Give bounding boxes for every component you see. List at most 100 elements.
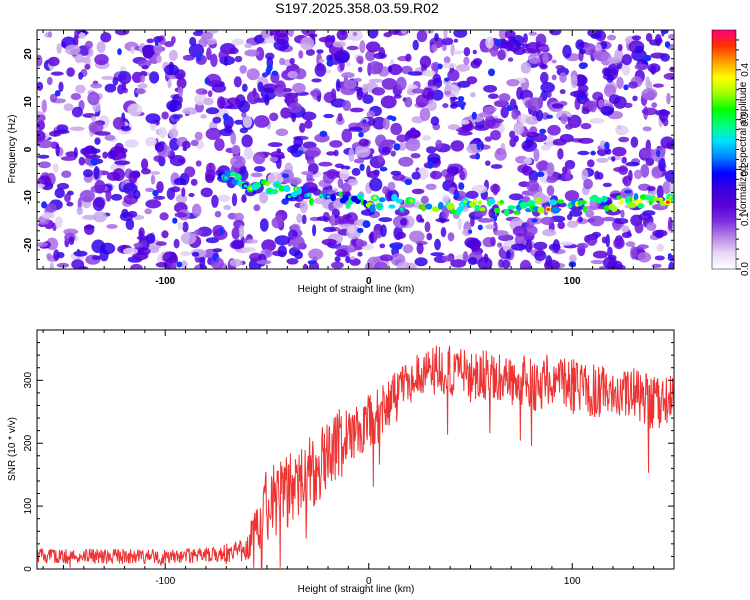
spectrogram-cell [444, 84, 452, 98]
spectrogram-cell [398, 156, 414, 167]
spectrogram-cell [265, 52, 275, 60]
spectrogram-cell [520, 61, 532, 74]
spectrogram-cell [569, 254, 577, 263]
spectrogram-cell [396, 76, 407, 91]
spectrogram-cell [188, 43, 205, 58]
spectrogram-cell [301, 171, 314, 176]
spectrogram-cell [546, 176, 558, 184]
spectrogram-cell [182, 107, 199, 115]
spectrogram-cell [339, 168, 350, 181]
spectrogram-cell [557, 202, 567, 208]
spectrogram-cell [528, 31, 537, 36]
spectrogram-signal-core [243, 184, 248, 188]
spectrogram-cell [269, 156, 279, 163]
spectrogram-cell [87, 91, 100, 106]
spectrogram-cell [421, 69, 436, 77]
spectrogram-cell [271, 70, 278, 76]
spectrogram-cell [49, 262, 55, 269]
spectrogram-cell [38, 161, 51, 169]
spectrogram-cell [323, 113, 334, 119]
spectrogram-cell [540, 82, 555, 93]
spectrogram-cell [646, 222, 657, 231]
spectrogram-cell [155, 241, 167, 246]
spectrogram-cell [526, 180, 540, 192]
spectrogram-cell [434, 32, 439, 42]
spectrogram-cell [341, 128, 353, 143]
spectrogram-cell [447, 124, 460, 131]
spectrogram-cell [229, 47, 239, 55]
spectrogram-cell [37, 119, 45, 131]
spectrogram-cell [212, 253, 218, 262]
spectrogram-signal-cell [446, 202, 455, 211]
spectrogram-cell [666, 92, 671, 105]
spectrogram-cell [441, 37, 454, 46]
spectrogram-cell [656, 149, 661, 158]
spectrogram-cell [307, 260, 316, 265]
spectrogram-cell [189, 36, 197, 46]
spectrogram-cell [61, 41, 67, 48]
spectrogram-cell [247, 91, 260, 105]
spectrogram-cell [92, 211, 107, 223]
spectrogram-cell [540, 216, 555, 226]
spectrogram-cell [166, 187, 176, 200]
spectrogram-cell [308, 248, 324, 261]
spectrogram-cell [78, 156, 86, 166]
spectrogram-cell [667, 216, 673, 231]
spectrogram-cell [525, 42, 541, 54]
spectrogram-cell [355, 240, 368, 247]
colorbar-tick-label: 0.0 [740, 262, 750, 276]
spectrogram-cell [353, 77, 363, 83]
spectrogram-cell [506, 104, 513, 112]
spectrogram-cell [462, 251, 469, 263]
spectrogram-cell [345, 60, 351, 67]
spectrogram-cell [50, 71, 64, 76]
spectrogram-signal-core [287, 195, 292, 199]
spectrogram-cell [508, 193, 524, 201]
spectrogram-cell [273, 87, 287, 98]
spectrogram-cell [544, 259, 560, 269]
spectrogram-cell [283, 88, 293, 93]
spectrogram-y-tick-label: 10 [23, 96, 34, 108]
spectrogram-cell [288, 102, 303, 114]
spectrogram-cell [326, 151, 336, 156]
spectrogram-cell [271, 217, 284, 229]
spectrogram-cell [552, 239, 560, 253]
spectrogram-cell [535, 160, 550, 171]
spectrogram-cell [637, 251, 652, 263]
spectrogram-cell [41, 201, 48, 209]
spectrogram-cell [341, 72, 355, 79]
spectrogram-cell [579, 48, 586, 55]
spectrogram-cell [231, 144, 241, 155]
spectrogram-cell [323, 226, 336, 233]
spectrogram-cell [536, 109, 544, 122]
spectrogram-cell [400, 30, 408, 35]
spectrogram-signal-cell [658, 197, 664, 202]
spectrogram-cell [475, 152, 480, 160]
spectrogram-cell [425, 183, 437, 190]
spectrogram-cell [87, 148, 101, 154]
spectrogram-cell [488, 93, 499, 99]
spectrogram-cell [267, 142, 283, 148]
spectrogram-signal-cell [611, 205, 618, 212]
spectrogram-cell [156, 181, 164, 194]
spectrogram-cell [484, 115, 496, 129]
snr-x-tick-label: 0 [366, 576, 372, 587]
spectrogram-cell [336, 30, 348, 41]
spectrogram-cell [651, 102, 658, 108]
spectrogram-cell [537, 95, 544, 109]
spectrogram-cell [523, 33, 528, 44]
spectrogram-cell [669, 182, 674, 195]
spectrogram-cell [96, 41, 106, 54]
spectrogram-cell [592, 50, 609, 61]
spectrogram-cell [154, 142, 165, 152]
spectrogram-cell [308, 33, 318, 38]
spectrogram-signal-cell [457, 206, 464, 213]
spectrogram-cell [538, 46, 550, 51]
spectrogram-cell [252, 152, 266, 165]
spectrogram-cell [552, 138, 567, 146]
spectrogram-cell [631, 35, 642, 41]
spectrogram-cell [412, 39, 419, 51]
spectrogram-cell [430, 252, 445, 257]
spectrogram-cell [191, 203, 202, 217]
spectrogram-cell [426, 232, 433, 241]
